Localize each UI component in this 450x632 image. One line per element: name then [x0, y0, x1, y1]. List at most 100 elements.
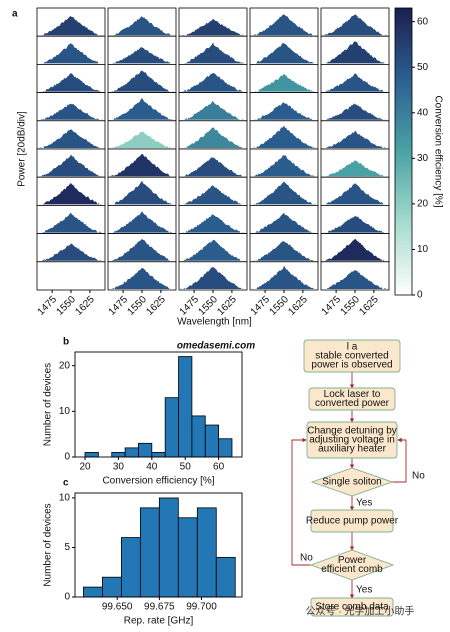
- spectrum: [38, 129, 104, 148]
- spectrum: [251, 212, 317, 233]
- x-tick-label: 1550: [125, 294, 149, 318]
- spectrum: [109, 153, 175, 177]
- colorbar-label: Conversion efficiency [%]: [432, 95, 443, 207]
- x-axis-label: Conversion efficiency [%]: [102, 476, 214, 487]
- spectrum: [322, 238, 388, 261]
- panel-label: a: [12, 9, 18, 20]
- axes-frame: [74, 492, 243, 598]
- y-axis-label: Number of devices: [43, 503, 54, 586]
- x-tick-label: 1625: [144, 294, 168, 318]
- flow-text: Store comb data: [315, 602, 389, 613]
- spectrum: [180, 100, 246, 120]
- watermark: 公众号 · 光学加工小助手: [306, 605, 415, 618]
- spectrum: [109, 180, 175, 205]
- flow-text: efficient comb: [321, 564, 383, 575]
- x-tick-label: 1475: [36, 294, 60, 318]
- flow-arrow: [291, 437, 311, 566]
- y-tick-label: 5: [64, 542, 70, 553]
- spectrum: [322, 41, 388, 64]
- flow-text: adjusting voltage in: [309, 435, 395, 446]
- colorbar-tick-label: 20: [417, 199, 429, 210]
- edge-label: Yes: [356, 498, 372, 509]
- flow-text: converted power: [315, 398, 390, 409]
- spectrum: [109, 131, 175, 148]
- y-axis-label: Power [20dB/div]: [17, 111, 28, 187]
- spectrum: [38, 183, 104, 205]
- spectrum: [322, 73, 388, 92]
- colorbar-tick-label: 50: [417, 62, 429, 73]
- x-tick-label: 1475: [320, 294, 344, 318]
- spectrum: [251, 102, 317, 120]
- axes-frame: [74, 351, 243, 458]
- panel-label: c: [63, 478, 69, 489]
- x-tick-label: 1550: [267, 294, 291, 318]
- flow-text: stable converted: [315, 351, 388, 362]
- x-tick-label: 99.675: [144, 602, 175, 613]
- spectrum: [322, 183, 388, 205]
- spectrum: [109, 98, 175, 120]
- bar: [139, 507, 160, 598]
- colorbar: [394, 7, 413, 296]
- flow-text: Power: [338, 555, 367, 566]
- bar: [102, 576, 122, 598]
- x-tick-label: 1625: [215, 294, 239, 318]
- spectrum: [38, 212, 104, 233]
- bar: [120, 537, 141, 598]
- spectrum: [38, 43, 104, 64]
- flow-decision: [310, 467, 394, 497]
- spectrum: [38, 73, 104, 92]
- spectrum: [180, 214, 246, 233]
- edge-label: No: [412, 471, 425, 482]
- x-tick-label: 40: [146, 462, 158, 473]
- bar: [164, 397, 179, 458]
- x-tick-label: 1475: [249, 294, 273, 318]
- spectrum: [38, 154, 104, 177]
- bar: [158, 497, 179, 598]
- flow-text: l a: [347, 342, 358, 353]
- colorbar-tick-label: 10: [417, 244, 429, 255]
- flow-decision: [309, 549, 395, 581]
- bar: [84, 452, 99, 458]
- y-tick-label: 0: [64, 452, 70, 463]
- x-tick-label: 1625: [286, 294, 310, 318]
- flow-text: power is observed: [311, 360, 392, 371]
- spectrum: [251, 42, 317, 64]
- x-tick-label: 1475: [107, 294, 131, 318]
- colorbar-tick-label: 40: [417, 107, 429, 118]
- spectrum: [109, 70, 175, 92]
- colorbar-tick-label: 30: [417, 153, 429, 164]
- y-tick-label: 0: [64, 592, 70, 603]
- edge-label: Yes: [356, 585, 372, 596]
- spectrum: [180, 73, 246, 92]
- y-tick-label: 20: [59, 360, 71, 371]
- x-axis-label: Wavelength [nm]: [177, 317, 252, 328]
- watermark: omedasemi.com: [177, 341, 255, 352]
- edge-label: No: [300, 553, 313, 564]
- spectrum: [38, 243, 104, 261]
- bar: [191, 415, 206, 458]
- flow-box: [310, 509, 394, 533]
- x-tick-label: 50: [180, 462, 192, 473]
- x-tick-label: 1550: [338, 294, 362, 318]
- spectrum: [109, 211, 175, 233]
- x-axis-label: Rep. rate [GHz]: [124, 616, 194, 627]
- bar: [215, 556, 236, 598]
- y-axis-label: Number of devices: [43, 363, 54, 446]
- bar: [178, 356, 193, 458]
- spectrum: [109, 238, 175, 261]
- spectrum: [180, 127, 246, 148]
- spectrum: [251, 14, 317, 36]
- spectrum: [251, 73, 317, 92]
- spectrum: [322, 103, 388, 120]
- bar: [124, 447, 139, 458]
- flow-text: Change detuning by: [307, 426, 397, 437]
- spectrum: [180, 42, 246, 64]
- x-tick-label: 1625: [357, 294, 381, 318]
- flow-box: [306, 421, 398, 459]
- spectrum: [251, 265, 317, 289]
- spectrum: [109, 267, 175, 289]
- y-tick-label: 10: [59, 406, 71, 417]
- bar: [177, 517, 198, 598]
- bar: [218, 438, 233, 458]
